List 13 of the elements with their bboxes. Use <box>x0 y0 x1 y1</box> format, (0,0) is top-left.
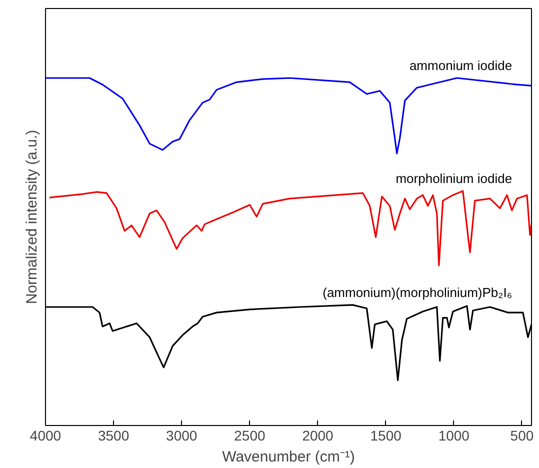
y-axis-title: Normalized intensity (a.u.) <box>24 130 40 304</box>
x-tick-label: 3500 <box>98 428 130 444</box>
series-label: ammonium iodide <box>409 58 512 73</box>
series-label: (ammonium)(morpholinium)Pb₂I₆ <box>322 284 512 300</box>
x-tick-label: 2500 <box>234 428 266 444</box>
x-axis-title: Wavenumber (cm⁻¹) <box>222 448 355 466</box>
x-tick-label: 4000 <box>30 428 62 444</box>
series-label: morpholinium iodide <box>396 170 512 186</box>
x-tick-label: 1000 <box>438 428 470 444</box>
x-tick-label: 3000 <box>166 428 198 444</box>
x-tick-label: 2000 <box>302 428 334 444</box>
x-tick-label: 500 <box>510 428 534 444</box>
x-tick-label: 1500 <box>370 428 402 444</box>
